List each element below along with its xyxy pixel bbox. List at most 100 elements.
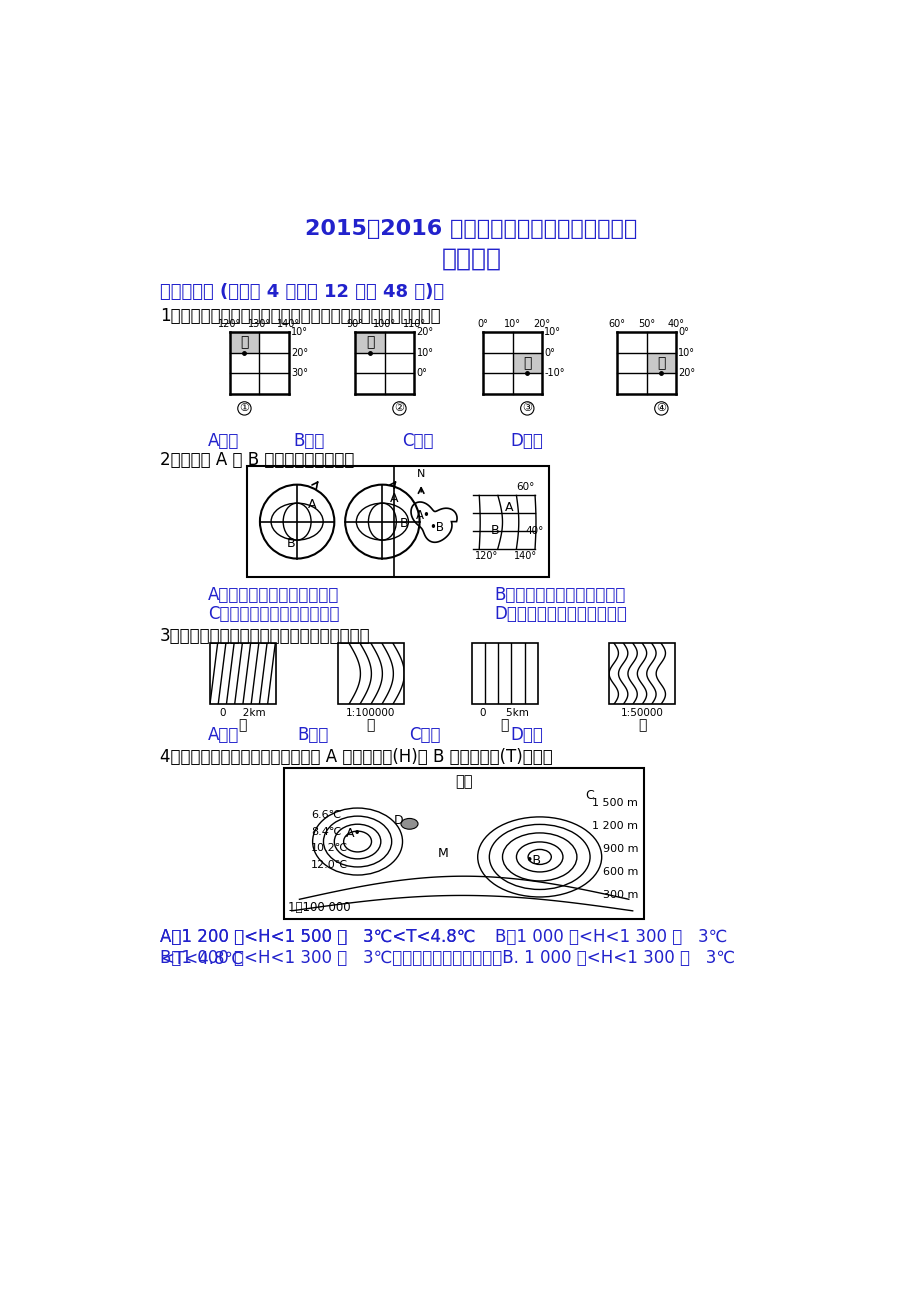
Text: 4、下图是某地等値线分布图，图中 A 点海拔范围(H)和 B 地温度范围(T)分别是: 4、下图是某地等値线分布图，图中 A 点海拔范围(H)和 B 地温度范围(T)分… bbox=[160, 747, 552, 766]
Text: 30°: 30° bbox=[290, 368, 308, 379]
Bar bbox=[284, 768, 643, 918]
Text: 1:100000: 1:100000 bbox=[346, 708, 395, 719]
Text: A、西北、东北、西南、西北: A、西北、东北、西南、西北 bbox=[208, 586, 339, 604]
Text: A•: A• bbox=[415, 509, 430, 522]
Text: 10°: 10° bbox=[677, 348, 695, 358]
Text: A: A bbox=[504, 501, 513, 514]
Text: 60°: 60° bbox=[516, 482, 534, 492]
Text: 1：100 000: 1：100 000 bbox=[288, 901, 350, 914]
Bar bbox=[210, 643, 276, 704]
Bar bbox=[210, 643, 276, 704]
Text: 丁: 丁 bbox=[637, 719, 645, 732]
Text: 1 500 m: 1 500 m bbox=[592, 798, 638, 809]
Bar bbox=[471, 643, 538, 704]
Text: 0      5km: 0 5km bbox=[480, 708, 528, 719]
Text: 甲: 甲 bbox=[240, 335, 248, 349]
Text: 1 200 m: 1 200 m bbox=[592, 822, 638, 831]
Text: ④: ④ bbox=[655, 404, 665, 414]
Bar bbox=[471, 643, 538, 704]
Text: 110°: 110° bbox=[403, 319, 425, 329]
Text: •B: •B bbox=[525, 854, 541, 867]
Bar bbox=[337, 643, 403, 704]
Text: 丙: 丙 bbox=[500, 719, 508, 732]
Text: 地理试题: 地理试题 bbox=[441, 247, 501, 271]
Text: 2015－2016 学年第一学期高三级第一次月考: 2015－2016 学年第一学期高三级第一次月考 bbox=[305, 219, 637, 240]
Text: N: N bbox=[416, 469, 425, 479]
Text: A．1 200 米<H<1 500 米   3℃<T<4.8℃: A．1 200 米<H<1 500 米 3℃<T<4.8℃ bbox=[160, 928, 475, 945]
Text: 10.2℃: 10.2℃ bbox=[311, 844, 348, 854]
Text: D、丁: D、丁 bbox=[510, 727, 542, 743]
Text: 10°: 10° bbox=[544, 327, 561, 337]
Text: 20°: 20° bbox=[416, 327, 433, 337]
Text: 120°: 120° bbox=[218, 319, 241, 329]
Text: ②: ② bbox=[394, 404, 404, 414]
Text: 0°: 0° bbox=[544, 348, 555, 358]
Text: 10°: 10° bbox=[290, 327, 308, 337]
Text: 130°: 130° bbox=[247, 319, 270, 329]
Text: M: M bbox=[437, 846, 448, 859]
Text: 120°: 120° bbox=[475, 551, 498, 561]
Text: B、乙: B、乙 bbox=[297, 727, 328, 743]
Bar bbox=[646, 353, 675, 374]
Text: 丙: 丙 bbox=[523, 355, 531, 370]
Text: 20°: 20° bbox=[290, 348, 308, 358]
Text: 900 m: 900 m bbox=[602, 844, 638, 854]
Bar bbox=[471, 643, 538, 704]
Text: 20°: 20° bbox=[677, 368, 695, 379]
Text: 1:50000: 1:50000 bbox=[620, 708, 663, 719]
Text: A、甲: A、甲 bbox=[208, 727, 239, 743]
Text: B、西北、西北、西南、东北: B、西北、西北、西南、东北 bbox=[494, 586, 626, 604]
Bar bbox=[246, 466, 549, 577]
Text: A．甲: A．甲 bbox=[208, 432, 239, 450]
Text: 140°: 140° bbox=[277, 319, 300, 329]
Text: D、东北、西北、西北、西南: D、东北、西北、西北、西南 bbox=[494, 605, 627, 624]
Text: 140°: 140° bbox=[514, 551, 537, 561]
Text: 甲: 甲 bbox=[238, 719, 247, 732]
Text: 一、单选题 (每小题 4 分，共 12 小题 48 分)。: 一、单选题 (每小题 4 分，共 12 小题 48 分)。 bbox=[160, 284, 444, 301]
Text: A: A bbox=[390, 492, 398, 505]
Bar bbox=[512, 353, 541, 374]
Text: 40°: 40° bbox=[526, 526, 544, 536]
Text: C、西南、东北、西北、西北: C、西南、东北、西北、西北 bbox=[208, 605, 339, 624]
Text: 1．下面四幅图中阴影部分所表示的经纬线方格，面积最大的是: 1．下面四幅图中阴影部分所表示的经纬线方格，面积最大的是 bbox=[160, 307, 440, 326]
Text: 50°: 50° bbox=[638, 319, 654, 329]
Text: 3、下面四幅图中等高距相等，坡度最陨的是：: 3、下面四幅图中等高距相等，坡度最陨的是： bbox=[160, 628, 370, 646]
Text: 2、下图中 A 在 B 的方向排序正确的是: 2、下图中 A 在 B 的方向排序正确的是 bbox=[160, 452, 354, 469]
Bar bbox=[608, 643, 675, 704]
Bar bbox=[210, 643, 276, 704]
Text: C．丙: C．丙 bbox=[402, 432, 433, 450]
Text: B: B bbox=[490, 525, 498, 538]
Text: A: A bbox=[308, 499, 316, 512]
Text: ③: ③ bbox=[522, 404, 532, 414]
Text: B: B bbox=[287, 536, 295, 549]
Text: A•: A• bbox=[346, 827, 361, 840]
Text: <T<4.8℃: <T<4.8℃ bbox=[160, 949, 243, 967]
Text: 90°: 90° bbox=[346, 319, 363, 329]
Bar bbox=[337, 643, 403, 704]
Text: C、丙: C、丙 bbox=[409, 727, 440, 743]
Text: 600 m: 600 m bbox=[602, 867, 638, 878]
Text: •B: •B bbox=[428, 521, 444, 534]
Text: 20°: 20° bbox=[533, 319, 550, 329]
Bar bbox=[230, 332, 259, 353]
Text: 6.6℃: 6.6℃ bbox=[311, 810, 341, 819]
Text: A．1 200 米<H<1 500 米   3℃<T<4.8℃: A．1 200 米<H<1 500 米 3℃<T<4.8℃ bbox=[160, 928, 475, 945]
Text: ①: ① bbox=[239, 404, 249, 414]
Text: 40°: 40° bbox=[667, 319, 684, 329]
Text: 100°: 100° bbox=[373, 319, 396, 329]
Text: 0°: 0° bbox=[416, 368, 427, 379]
Bar bbox=[608, 643, 675, 704]
Text: D: D bbox=[393, 814, 403, 827]
Text: 300 m: 300 m bbox=[602, 891, 638, 901]
Text: 0     2km: 0 2km bbox=[220, 708, 266, 719]
Text: 8.4℃: 8.4℃ bbox=[311, 827, 341, 836]
Text: 0°: 0° bbox=[477, 319, 488, 329]
Text: -10°: -10° bbox=[544, 368, 564, 379]
Text: 10°: 10° bbox=[504, 319, 520, 329]
Text: B: B bbox=[400, 517, 408, 530]
Bar bbox=[337, 643, 403, 704]
Bar bbox=[608, 643, 675, 704]
Text: D．丁: D．丁 bbox=[510, 432, 542, 450]
Text: 水域: 水域 bbox=[455, 775, 472, 789]
Text: B．1 000 米<H<1 300 米   3℃: B．1 000 米<H<1 300 米 3℃ bbox=[494, 928, 726, 945]
